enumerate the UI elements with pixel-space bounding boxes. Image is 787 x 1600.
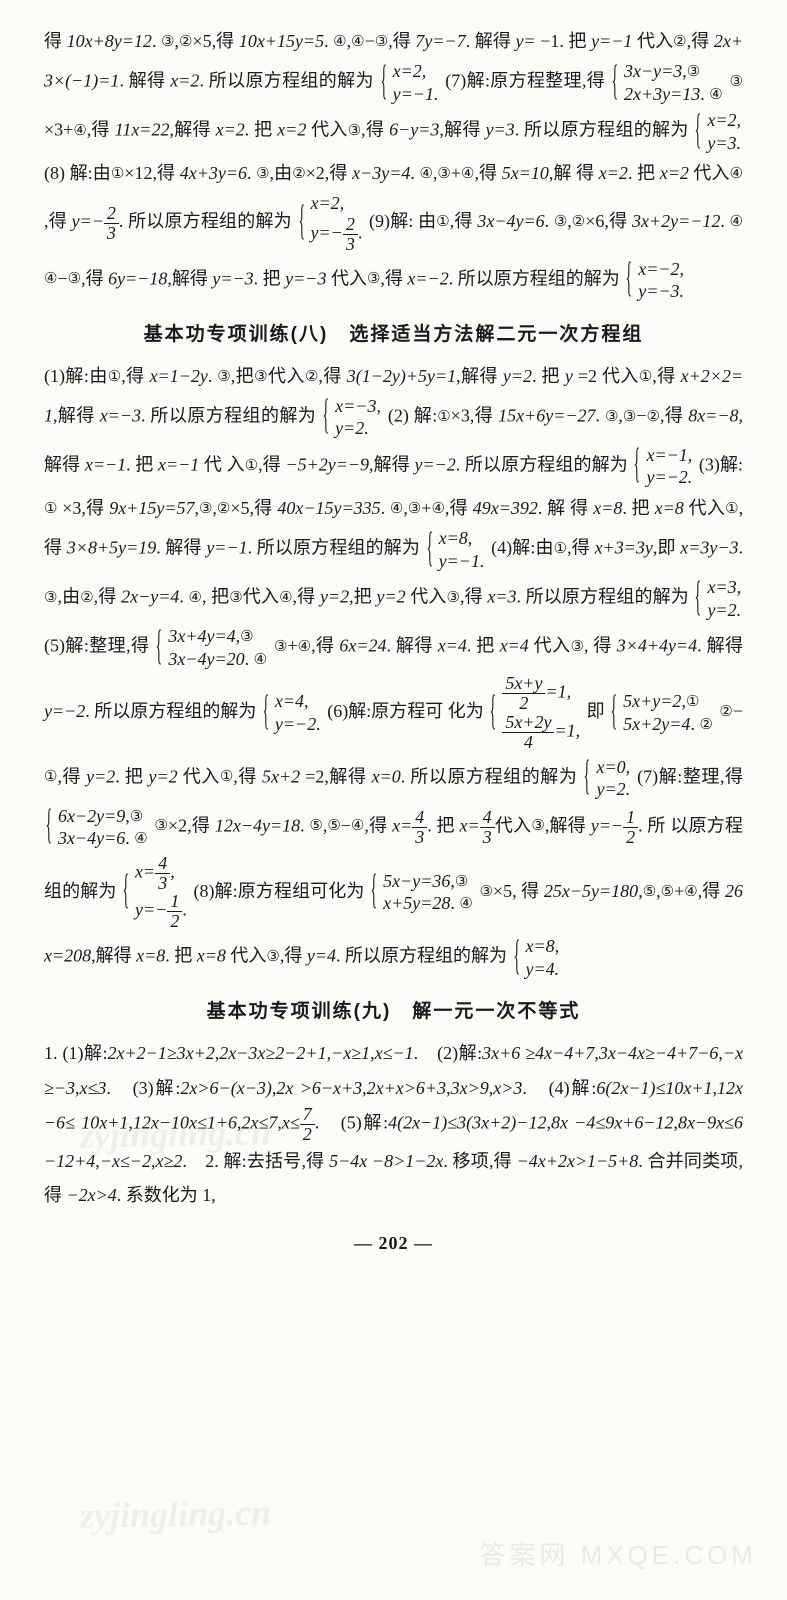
section-8-title: 基本功专项训练(八) 选择适当方法解二元一次方程组	[44, 317, 743, 353]
top-continuation: 得 10x+8y=12. ③,②×5,得 10x+15y=5. ④,④−③,得 …	[44, 24, 743, 305]
section-8-body: (1)解:由①,得 x=1−2y. ③,把③代入②,得 3(1−2y)+5y=1…	[44, 359, 743, 983]
page: zyjingling.cn zyjingling.cn 答案网 MXQE.COM…	[0, 0, 787, 1600]
watermark-2: zyjingling.cn	[79, 1478, 271, 1550]
section-9-title: 基本功专项训练(九) 解一元一次不等式	[44, 994, 743, 1030]
page-number: — 202 —	[44, 1226, 743, 1260]
stamp: 答案网 MXQE.COM	[479, 1531, 757, 1580]
section-9-body: 1. (1)解:2x+2−1≥3x+2,2x−3x≥2−2+1,−x≥1,x≤−…	[44, 1036, 743, 1212]
